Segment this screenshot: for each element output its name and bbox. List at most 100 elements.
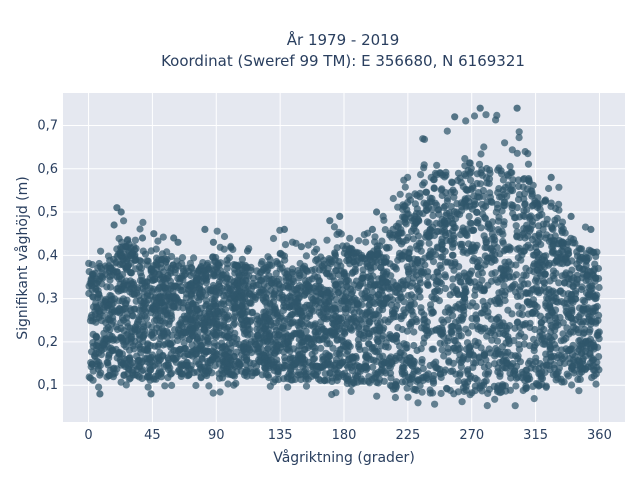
scatter-point xyxy=(437,186,445,194)
scatter-point xyxy=(363,259,371,267)
scatter-point xyxy=(348,326,356,334)
scatter-point xyxy=(204,335,212,343)
scatter-point xyxy=(506,162,514,171)
scatter-point xyxy=(252,362,261,370)
scatter-point xyxy=(424,281,432,289)
scatter-point xyxy=(355,237,363,245)
scatter-point xyxy=(128,334,136,342)
scatter-point xyxy=(492,116,500,124)
scatter-point xyxy=(459,315,467,323)
scatter-point xyxy=(467,176,475,184)
scatter-point xyxy=(152,302,160,310)
scatter-point xyxy=(223,274,231,282)
scatter-point xyxy=(501,198,509,206)
scatter-point xyxy=(455,327,463,335)
scatter-point xyxy=(249,368,257,377)
scatter-point xyxy=(157,293,165,301)
scatter-point xyxy=(505,340,513,348)
scatter-point xyxy=(339,242,347,250)
scatter-point xyxy=(462,172,470,180)
scatter-point xyxy=(110,306,118,314)
scatter-point xyxy=(146,342,155,350)
scatter-point xyxy=(537,374,545,383)
scatter-point xyxy=(418,388,426,396)
scatter-point xyxy=(499,239,507,247)
scatter-point xyxy=(337,336,346,344)
scatter-point xyxy=(139,320,147,328)
scatter-point xyxy=(417,171,425,179)
scatter-point xyxy=(333,244,341,252)
scatter-point xyxy=(481,243,489,252)
scatter-point xyxy=(260,296,268,304)
scatter-point xyxy=(592,274,600,282)
scatter-point xyxy=(141,279,149,287)
scatter-point xyxy=(254,332,262,340)
scatter-point xyxy=(520,247,529,255)
scatter-point xyxy=(565,347,573,355)
scatter-point xyxy=(516,286,524,294)
scatter-point xyxy=(438,316,446,324)
scatter-point xyxy=(567,212,575,220)
scatter-point xyxy=(380,216,388,224)
scatter-point xyxy=(440,339,449,347)
scatter-point xyxy=(381,316,389,324)
scatter-point xyxy=(224,380,232,388)
scatter-point xyxy=(261,331,269,339)
scatter-point xyxy=(166,267,174,275)
scatter-point xyxy=(584,339,592,348)
scatter-point xyxy=(371,347,379,355)
scatter-point xyxy=(330,320,338,328)
scatter-point xyxy=(141,331,149,339)
scatter-point xyxy=(576,257,584,265)
scatter-point xyxy=(526,227,534,235)
scatter-point xyxy=(515,310,524,318)
scatter-point xyxy=(112,258,120,266)
scatter-point xyxy=(575,264,583,272)
scatter-point xyxy=(151,372,159,380)
scatter-point xyxy=(427,301,435,309)
scatter-point xyxy=(161,382,169,390)
scatter-point xyxy=(372,281,380,289)
scatter-point xyxy=(547,173,555,181)
scatter-point xyxy=(576,369,584,378)
scatter-point xyxy=(504,306,512,314)
scatter-point xyxy=(255,291,263,299)
scatter-point xyxy=(154,342,162,350)
scatter-point xyxy=(542,252,550,260)
scatter-point xyxy=(537,240,545,248)
scatter-point xyxy=(336,212,344,220)
scatter-point xyxy=(283,315,291,323)
scatter-point xyxy=(106,264,114,272)
scatter-point xyxy=(474,270,482,279)
scatter-point xyxy=(323,300,331,308)
scatter-point xyxy=(586,326,594,334)
scatter-point xyxy=(264,253,272,261)
x-tick-label: 0 xyxy=(84,428,92,443)
scatter-point xyxy=(357,377,365,385)
scatter-point xyxy=(254,320,262,328)
scatter-point xyxy=(373,242,381,250)
scatter-point xyxy=(549,241,557,249)
scatter-point xyxy=(154,237,162,245)
scatter-point xyxy=(97,247,105,255)
scatter-point xyxy=(289,270,297,278)
scatter-point xyxy=(394,203,402,211)
scatter-point xyxy=(166,364,174,372)
scatter-point xyxy=(196,361,204,369)
scatter-point xyxy=(270,345,278,353)
scatter-point xyxy=(135,307,144,315)
scatter-point xyxy=(456,351,464,359)
scatter-point xyxy=(182,264,190,272)
scatter-point xyxy=(400,176,408,184)
scatter-point xyxy=(301,277,309,285)
scatter-point xyxy=(178,322,186,330)
scatter-point xyxy=(404,393,412,401)
scatter-point xyxy=(547,202,555,210)
scatter-point xyxy=(591,260,599,268)
scatter-point xyxy=(425,239,433,247)
scatter-point xyxy=(247,316,255,324)
scatter-point xyxy=(344,277,353,285)
scatter-point xyxy=(305,335,313,343)
scatter-point xyxy=(87,277,95,285)
scatter-point xyxy=(500,266,508,274)
